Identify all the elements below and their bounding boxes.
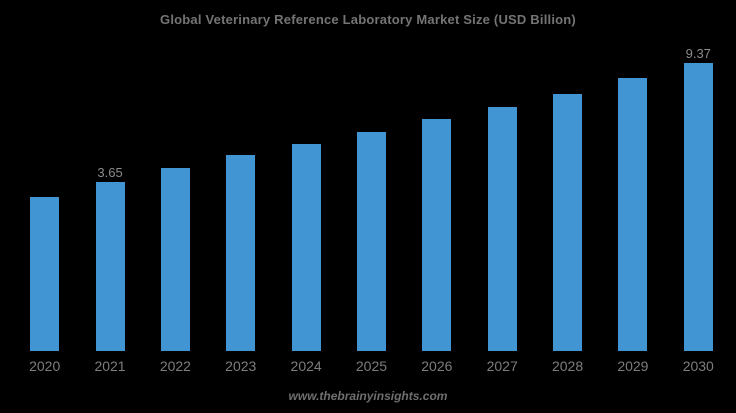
- x-tick-label: 2026: [421, 358, 453, 374]
- bar-column: [208, 40, 273, 351]
- bar: [160, 168, 190, 351]
- watermark-text: www.thebrainyinsights.com: [288, 389, 448, 403]
- bar-column: [404, 40, 469, 351]
- bar: [30, 196, 60, 351]
- bar-column: [339, 40, 404, 351]
- bar: [291, 144, 321, 351]
- bar-value-label: 3.65: [97, 165, 123, 180]
- x-tick-label: 2028: [551, 358, 584, 374]
- bar-column: 9.37: [666, 40, 731, 351]
- x-tick-label: 2027: [486, 358, 518, 374]
- bar: [95, 182, 125, 351]
- bar: [226, 154, 256, 351]
- x-tick-label: 2021: [94, 358, 126, 374]
- bar: [683, 63, 713, 351]
- bar-column: [273, 40, 338, 351]
- bar-column: 3.65: [77, 40, 142, 351]
- x-tick-label: 2020: [29, 358, 61, 374]
- bar-column: [12, 40, 77, 351]
- bar-column: [600, 40, 665, 351]
- x-tick-label: 2022: [159, 358, 191, 374]
- x-tick-label: 2030: [682, 358, 714, 374]
- bar: [553, 93, 583, 351]
- bar-column: [470, 40, 535, 351]
- bar: [422, 119, 452, 351]
- x-tick-label: 2024: [290, 358, 322, 374]
- x-tick-label: 2029: [617, 358, 649, 374]
- plot-area: 3.65 9.37: [12, 40, 731, 351]
- chart-title: Global Veterinary Reference Laboratory M…: [160, 12, 576, 27]
- x-tick-label: 2023: [225, 358, 257, 374]
- bar: [356, 131, 386, 351]
- bar: [487, 106, 517, 351]
- x-axis-labels: 2020 2021 2022 2023 2024 2025 2026 2027 2028 2029…: [12, 357, 731, 375]
- x-tick-label: 2025: [355, 358, 388, 374]
- bar-column: [143, 40, 208, 351]
- bar: [618, 78, 648, 351]
- bar-value-label: 9.37: [685, 46, 711, 62]
- bar-column: [535, 40, 600, 351]
